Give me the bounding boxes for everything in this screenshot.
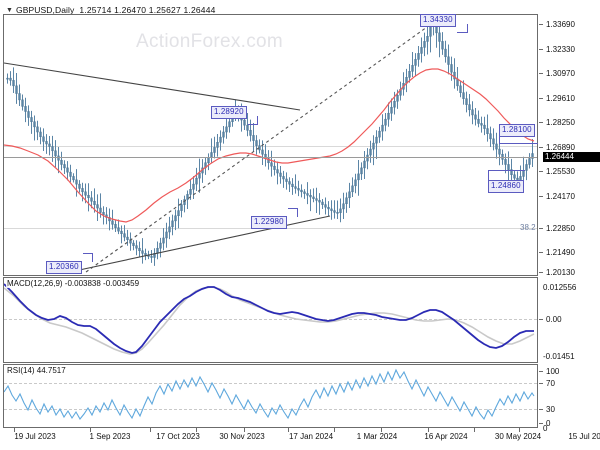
gridline-128250 (4, 146, 537, 147)
moving-average-line (4, 68, 535, 223)
date-label-0: 19 Jul 2023 (14, 432, 56, 441)
price-axis-label-6: 1.25530 (546, 167, 575, 176)
annotation-leader-122980 (288, 208, 298, 217)
date-label-7: 30 May 2024 (494, 432, 542, 441)
annotation-124860[interactable]: 1.24860 (488, 180, 524, 193)
date-label-2: 17 Oct 2023 (156, 432, 200, 441)
macd-axis-label-0: 0.012556 (543, 283, 577, 292)
annotation-120360[interactable]: 1.20360 (46, 261, 82, 274)
price-axis-label-7: 1.24170 (546, 192, 575, 201)
annotation-leader-134330 (457, 24, 468, 33)
rsi-level-30-line (4, 409, 537, 410)
date-label-3: 30 Nov 2023 (219, 432, 265, 441)
trendline-ascending-support (69, 215, 331, 273)
macd-panel[interactable] (3, 277, 538, 363)
current-price-line (4, 157, 537, 158)
price-axis-label-8: 1.22850 (546, 224, 575, 233)
macd-zero-line (4, 319, 537, 320)
ohlc-quotes: 1.25714 1.26470 1.25627 1.26444 (79, 5, 216, 15)
current-price-tag: 1.26444 (543, 152, 600, 162)
price-axis-label-2: 1.30970 (546, 69, 575, 78)
rsi-axis-label-3: 0 (546, 419, 551, 428)
rsi-line (4, 368, 535, 421)
rsi-title: RSI(14) 44.7517 (6, 366, 67, 375)
date-label-5: 1 Mar 2024 (356, 432, 398, 441)
price-axis-label-9: 1.21490 (546, 248, 575, 257)
price-axis-label-10: 1.20130 (546, 268, 575, 277)
annotation-134330[interactable]: 1.34330 (420, 14, 456, 27)
price-axis-label-1: 1.32330 (546, 45, 575, 54)
rsi-level-70-line (4, 383, 537, 384)
triangle-down-icon[interactable]: ▼ (6, 7, 14, 15)
annotation-128920[interactable]: 1.28920 (211, 106, 247, 119)
macd-axis-label-1: 0.00 (546, 315, 562, 324)
rsi-panel[interactable] (3, 364, 538, 428)
rsi-axis-label-0: 100 (546, 367, 560, 376)
date-label-6: 16 Apr 2024 (424, 432, 468, 441)
macd-axis-label-2: -0.01451 (543, 352, 575, 361)
date-label-4: 17 Jan 2024 (288, 432, 334, 441)
annotation-122980[interactable]: 1.22980 (251, 216, 287, 229)
fib-level-label: 38.2 (520, 223, 536, 232)
candlestick-series (6, 15, 534, 266)
date-label-8: 15 Jul 2024 (568, 432, 600, 441)
macd-main-line (4, 283, 534, 354)
price-axis-label-5: 1.26890 (546, 143, 575, 152)
annotation-leader-128920 (248, 116, 258, 125)
annotation-leader-120360 (83, 253, 93, 262)
annotation-leader-128100 (499, 134, 538, 144)
trendline-descending (4, 62, 301, 111)
zero-marker: 0 (543, 424, 548, 433)
annotation-128100[interactable]: 1.28100 (499, 124, 535, 137)
annotation-leader-124860 (488, 170, 525, 181)
price-axis-label-0: 1.33690 (546, 20, 575, 29)
date-label-1: 1 Sep 2023 (89, 432, 131, 441)
watermark: ActionForex.com (136, 31, 284, 52)
rsi-axis-label-1: 70 (546, 379, 555, 388)
price-axis-label-4: 1.28250 (546, 118, 575, 127)
price-axis-label-3: 1.29610 (546, 94, 575, 103)
symbol-label: GBPUSD,Daily (16, 5, 75, 15)
chart-header: ▼ GBPUSD,Daily 1.25714 1.26470 1.25627 1.2… (6, 5, 216, 15)
rsi-axis-label-2: 30 (546, 405, 555, 414)
macd-title: MACD(12,26,9) -0.003838 -0.003459 (6, 279, 141, 288)
